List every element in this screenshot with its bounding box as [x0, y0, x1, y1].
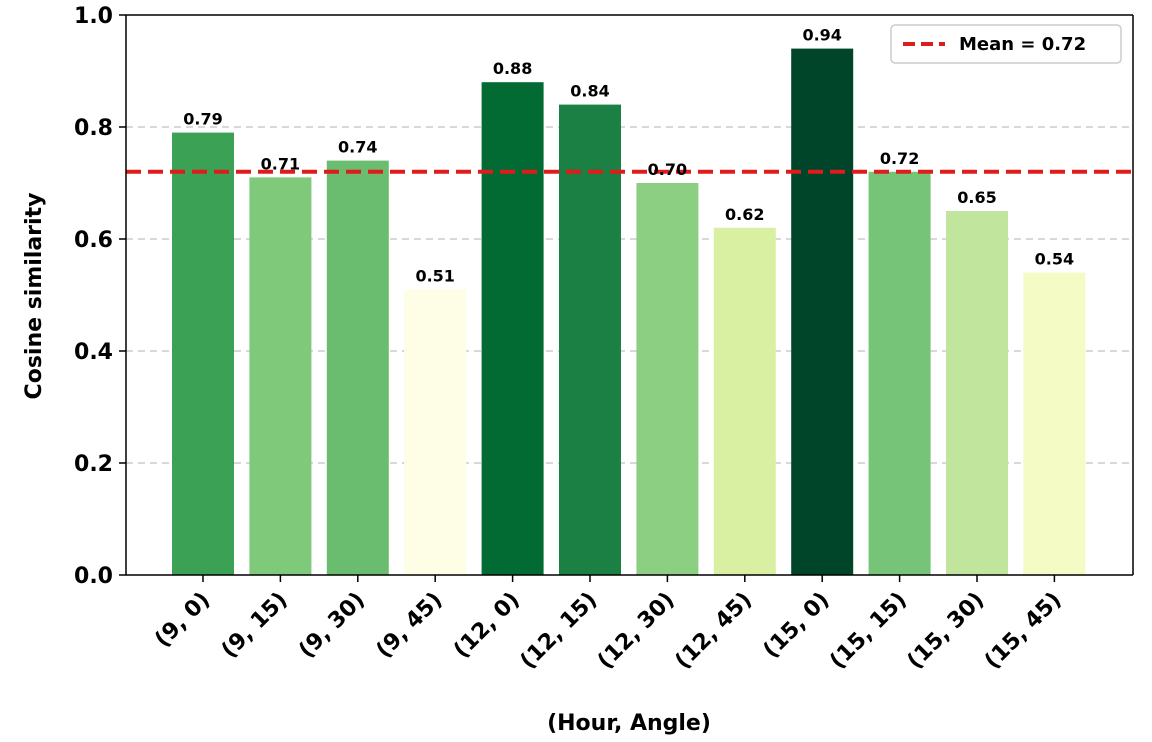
data-label: 0.94	[802, 26, 841, 45]
y-tick-label: 0.0	[74, 564, 113, 589]
data-label: 0.88	[493, 59, 532, 78]
x-tick-label: (9, 45)	[372, 588, 448, 664]
legend-box	[890, 24, 1122, 64]
bar	[946, 211, 1008, 575]
y-axis-title: Cosine similarity	[22, 193, 47, 400]
bars	[172, 48, 1086, 576]
data-label: 0.84	[570, 82, 609, 101]
y-tick-label: 0.2	[74, 452, 113, 477]
bar	[404, 289, 467, 575]
data-labels: 0.79 0.71 0.74 0.51 0.88 0.84 0.70 0.62 0.94 0.72…	[183, 26, 1074, 286]
y-tick-label: 0.8	[74, 116, 113, 141]
x-tick-label: (15, 15)	[825, 588, 912, 675]
bar	[713, 227, 776, 576]
x-axis-title: (Hour, Angle)	[547, 711, 711, 736]
bar	[636, 183, 699, 575]
bar	[868, 171, 931, 576]
data-label: 0.79	[183, 110, 222, 129]
bar	[326, 160, 389, 575]
x-tick-label: (12, 30)	[593, 588, 680, 675]
bar	[249, 177, 312, 575]
bar	[1023, 272, 1086, 575]
x-tick-label: (15, 30)	[903, 588, 990, 675]
x-tick-label: (15, 45)	[980, 588, 1067, 675]
x-tick-label: (9, 30)	[294, 588, 370, 664]
x-tick-label: (15, 0)	[759, 588, 835, 664]
x-tick-label: (12, 15)	[516, 588, 603, 675]
legend-mean-label: Mean = 0.72	[959, 34, 1086, 55]
y-tick-label: 0.4	[74, 340, 113, 365]
data-label: 0.62	[725, 205, 764, 224]
bar	[172, 132, 234, 575]
data-label: 0.70	[648, 160, 687, 179]
bar	[559, 104, 621, 575]
bar	[791, 48, 854, 576]
y-tick-label: 0.6	[74, 228, 113, 253]
x-tick-label: (9, 15)	[217, 588, 293, 664]
bar	[481, 82, 544, 575]
data-label: 0.72	[880, 149, 919, 168]
data-label: 0.71	[261, 154, 300, 173]
y-tick-label: 1.0	[74, 4, 113, 29]
data-label: 0.54	[1035, 250, 1074, 269]
data-label: 0.74	[338, 138, 377, 157]
data-label: 0.51	[415, 266, 454, 285]
x-tick-label: (9, 0)	[150, 588, 215, 653]
x-tick-label: (12, 0)	[449, 588, 525, 664]
legend: Mean = 0.72	[890, 24, 1122, 64]
x-tick-label: (12, 45)	[671, 588, 758, 675]
data-label: 0.65	[957, 188, 996, 207]
